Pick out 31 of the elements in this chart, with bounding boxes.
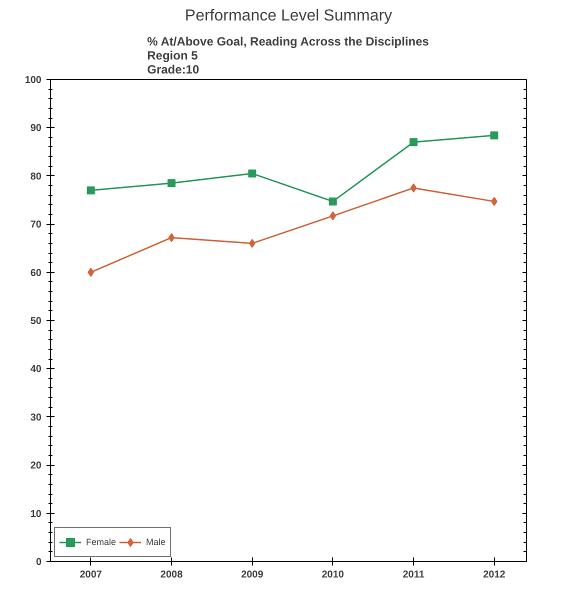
point <box>168 179 176 188</box>
x-tick-label: 2009 <box>241 570 264 580</box>
legend-label: Male <box>146 537 166 547</box>
legend-label: Female <box>86 537 116 547</box>
point <box>330 211 336 220</box>
point <box>410 138 418 146</box>
y-tick-label: 100 <box>24 75 42 86</box>
y-tick-label: 80 <box>30 171 42 182</box>
y-tick-label: 90 <box>30 123 42 134</box>
y-tick-label: 50 <box>30 316 42 327</box>
x-tick-label: 2007 <box>80 570 102 580</box>
y-tick-label: 70 <box>30 220 42 231</box>
x-tick-label: 2008 <box>160 570 184 580</box>
point <box>248 169 256 178</box>
point <box>328 197 337 206</box>
point <box>168 233 175 242</box>
point <box>410 183 417 192</box>
point <box>88 268 94 277</box>
chart-subtitle: % At/Above Goal, Reading Across the Disciplines Region 5 Grade:10 <box>147 34 430 76</box>
point <box>86 186 95 194</box>
y-tick-label: 0 <box>36 557 42 568</box>
y-tick-label: 60 <box>30 268 42 279</box>
chart-title: Performance Level Summary <box>184 8 392 24</box>
x-tick-label: 2010 <box>322 570 344 580</box>
x-tick-label: 2011 <box>402 570 425 580</box>
y-tick-label: 40 <box>30 364 42 376</box>
y-tick-label: 10 <box>30 508 42 520</box>
point <box>490 131 498 140</box>
y-tick-label: 20 <box>30 460 42 472</box>
y-tick-label: 30 <box>30 412 42 424</box>
x-tick-label: 2012 <box>483 570 506 580</box>
